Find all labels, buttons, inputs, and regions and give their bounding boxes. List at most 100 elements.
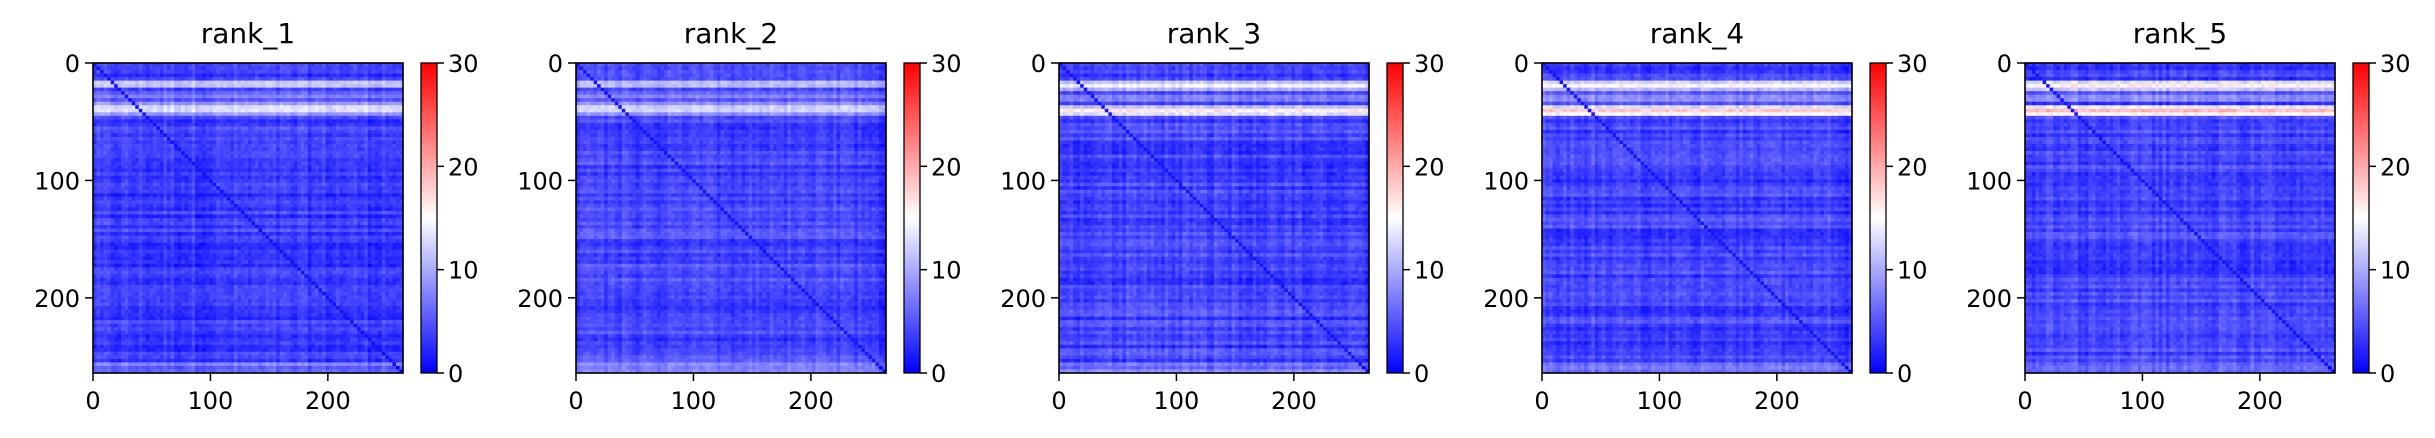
heatmap-cell [188, 256, 193, 261]
heatmap-cell [114, 126, 119, 131]
heatmap-cell [142, 175, 147, 180]
heatmap-cell [240, 186, 246, 191]
heatmap-cell [399, 105, 404, 110]
heatmap-cell [381, 122, 386, 128]
heatmap-cell [392, 73, 397, 78]
heatmap-cell [212, 101, 217, 106]
heatmap-cell [174, 108, 179, 113]
heatmap-cell [159, 218, 165, 223]
heatmap-cell [128, 129, 133, 135]
heatmap-cell [279, 80, 284, 85]
heatmap-cell [392, 101, 397, 106]
heatmap-cell [212, 186, 217, 191]
heatmap-cell [135, 168, 140, 173]
heatmap-cell [357, 63, 362, 68]
heatmap-cell [248, 175, 253, 180]
heatmap-cell [385, 126, 390, 131]
heatmap-cell [145, 101, 150, 106]
heatmap-cell [191, 249, 196, 254]
heatmap-cell [170, 210, 175, 216]
heatmap-cell [385, 154, 390, 159]
heatmap-cell [399, 221, 404, 226]
heatmap-cell [209, 98, 214, 103]
heatmap-cell [346, 66, 351, 71]
heatmap-cell [240, 66, 246, 71]
heatmap-cell [184, 246, 189, 251]
heatmap-cell [283, 70, 288, 75]
heatmap-cell [399, 154, 404, 159]
heatmap-cell [339, 66, 344, 71]
heatmap-cell [156, 66, 161, 71]
heatmap-cell [110, 203, 115, 209]
heatmap-cell [378, 122, 383, 128]
heatmap-cell [350, 218, 355, 223]
heatmap-cell [163, 207, 168, 212]
heatmap-cell [290, 225, 295, 230]
heatmap-cell [223, 218, 228, 223]
heatmap-cell [283, 101, 288, 106]
heatmap-cell [343, 77, 348, 82]
heatmap-cell [364, 154, 369, 159]
heatmap-cell [181, 140, 186, 145]
heatmap-cell [374, 221, 379, 226]
heatmap-cell [166, 196, 172, 201]
heatmap-cell [290, 221, 295, 226]
heatmap-cell [283, 147, 288, 152]
heatmap-cell [265, 105, 270, 110]
heatmap-cell [314, 193, 320, 198]
heatmap-cell [293, 161, 298, 166]
heatmap-cell [149, 66, 154, 71]
heatmap-cell [244, 182, 249, 187]
heatmap-cell [374, 196, 379, 201]
heatmap-cell [145, 189, 150, 194]
heatmap-cell [297, 105, 302, 110]
heatmap-cell [142, 94, 147, 99]
heatmap-cell [131, 63, 136, 68]
heatmap-cell [388, 249, 394, 254]
heatmap-cell [385, 115, 390, 120]
heatmap-cell [149, 161, 154, 166]
heatmap-cell [248, 115, 253, 120]
heatmap-cell [166, 242, 172, 247]
heatmap-cell [174, 182, 179, 187]
heatmap-cell [135, 235, 140, 240]
heatmap-cell [177, 207, 182, 212]
heatmap-cell [339, 119, 344, 124]
heatmap-cell [184, 144, 189, 149]
heatmap-cell [262, 126, 267, 131]
heatmap-cell [138, 228, 143, 233]
heatmap-cell [223, 147, 228, 152]
heatmap-cell [117, 168, 122, 173]
heatmap-cell [258, 80, 263, 85]
heatmap-cell [195, 172, 200, 177]
heatmap-cell [124, 256, 129, 261]
heatmap-cell [360, 182, 365, 187]
heatmap-cell [255, 129, 260, 135]
heatmap-cell [159, 101, 165, 106]
heatmap-cell [216, 147, 221, 152]
heatmap-cell [360, 126, 365, 131]
heatmap-cell [174, 151, 179, 156]
heatmap-cell [367, 235, 372, 240]
heatmap-cell [297, 196, 302, 201]
heatmap-cell [103, 242, 108, 247]
heatmap-cell [388, 112, 394, 117]
heatmap-cell [209, 73, 214, 78]
heatmap-cell [346, 193, 351, 198]
heatmap-cell [237, 147, 242, 152]
heatmap-cell [279, 218, 284, 223]
heatmap-cell [198, 91, 203, 96]
heatmap-cell [346, 108, 351, 113]
heatmap-cell [360, 101, 365, 106]
heatmap-cell [216, 207, 221, 212]
heatmap-cell [371, 122, 376, 128]
heatmap-cell [346, 129, 351, 135]
heatmap-cell [159, 108, 165, 113]
heatmap-cell [124, 73, 129, 78]
heatmap-cell [297, 112, 302, 117]
heatmap-cell [290, 228, 295, 233]
heatmap-cell [184, 91, 189, 96]
heatmap-cell [329, 239, 334, 244]
heatmap-cell [121, 129, 126, 135]
heatmap-cell [304, 193, 309, 198]
